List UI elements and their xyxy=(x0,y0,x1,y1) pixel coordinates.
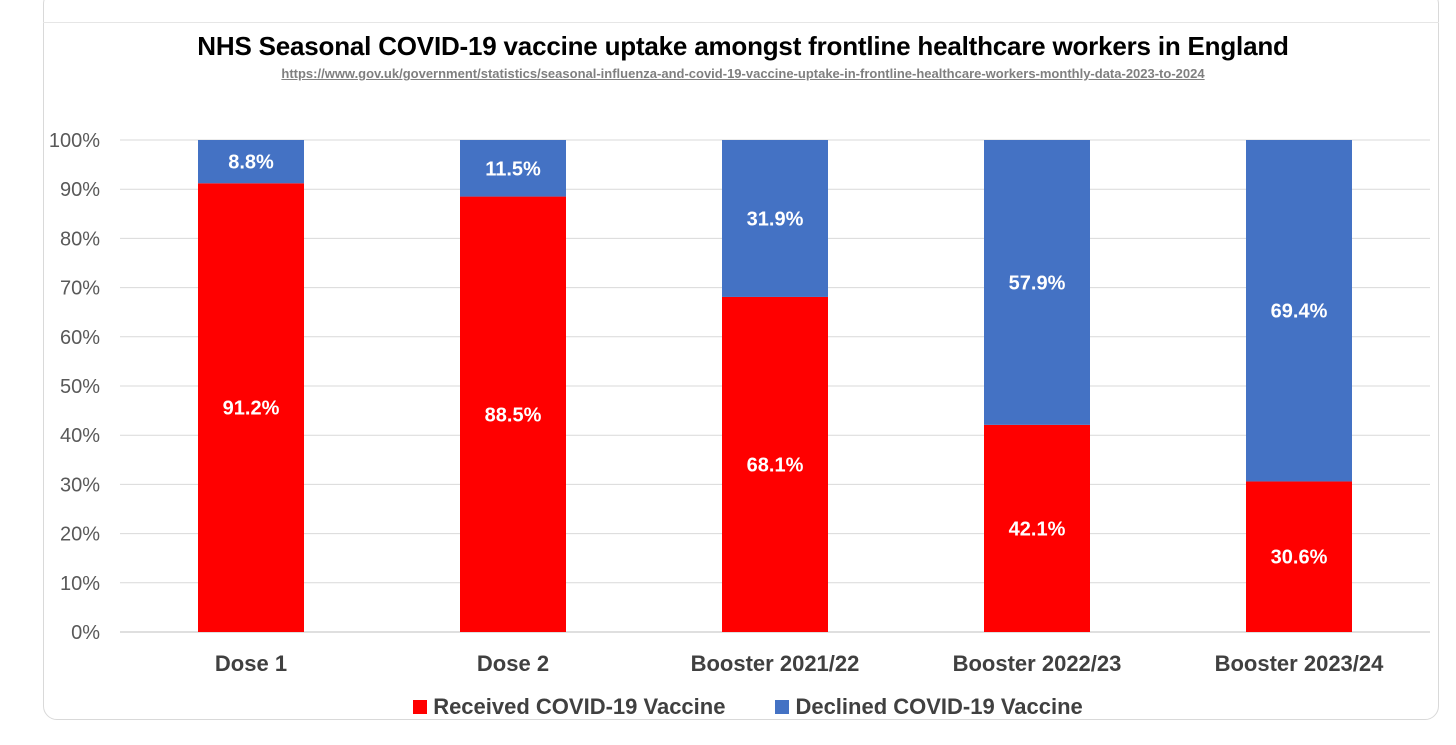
data-label: 69.4% xyxy=(1271,301,1328,323)
y-tick-label: 20% xyxy=(60,524,100,546)
x-tick-label: Dose 1 xyxy=(215,651,287,676)
y-tick-label: 70% xyxy=(60,278,100,300)
y-tick-label: 10% xyxy=(60,573,100,595)
data-label: 11.5% xyxy=(485,158,541,180)
legend-item-declined: Declined COVID-19 Vaccine xyxy=(775,694,1083,720)
y-tick-label: 50% xyxy=(60,376,100,398)
bar-declined xyxy=(460,140,566,197)
y-tick-label: 80% xyxy=(60,228,100,250)
data-label: 57.9% xyxy=(1009,272,1066,294)
legend-swatch-received xyxy=(413,700,428,714)
y-tick-label: 90% xyxy=(60,179,100,201)
data-label: 31.9% xyxy=(747,208,804,230)
chart-legend: Received COVID-19 Vaccine Declined COVID… xyxy=(0,694,1456,720)
y-tick-label: 0% xyxy=(71,622,100,644)
x-tick-label: Booster 2023/24 xyxy=(1215,651,1385,676)
x-tick-label: Dose 2 xyxy=(477,651,549,676)
y-tick-label: 100% xyxy=(49,130,100,152)
bar-received xyxy=(1246,481,1352,632)
legend-item-received: Received COVID-19 Vaccine xyxy=(413,694,725,720)
bar-declined xyxy=(1246,140,1352,482)
legend-label-declined: Declined COVID-19 Vaccine xyxy=(795,694,1083,719)
data-label: 8.8% xyxy=(228,152,274,174)
data-label: 88.5% xyxy=(485,404,542,426)
data-label: 42.1% xyxy=(1009,518,1066,540)
bar-received xyxy=(984,424,1090,632)
legend-label-received: Received COVID-19 Vaccine xyxy=(433,694,726,719)
x-tick-label: Booster 2021/22 xyxy=(691,651,860,676)
chart-title: NHS Seasonal COVID-19 vaccine uptake amo… xyxy=(197,31,1289,61)
data-label: 30.6% xyxy=(1271,547,1328,569)
bar-declined xyxy=(984,140,1090,425)
x-tick-label: Booster 2022/23 xyxy=(953,651,1122,676)
y-tick-label: 30% xyxy=(60,474,100,496)
bar-declined xyxy=(722,140,828,297)
y-tick-label: 60% xyxy=(60,327,100,349)
top-divider xyxy=(43,22,1439,23)
chart-source-link[interactable]: https://www.gov.uk/government/statistics… xyxy=(281,66,1205,81)
legend-swatch-declined xyxy=(775,700,790,714)
y-tick-label: 40% xyxy=(60,425,100,447)
bar-declined xyxy=(198,140,304,184)
bar-received xyxy=(460,196,566,632)
bar-received xyxy=(722,296,828,632)
data-label: 91.2% xyxy=(223,398,280,420)
bar-received xyxy=(198,183,304,632)
data-label: 68.1% xyxy=(747,454,804,476)
